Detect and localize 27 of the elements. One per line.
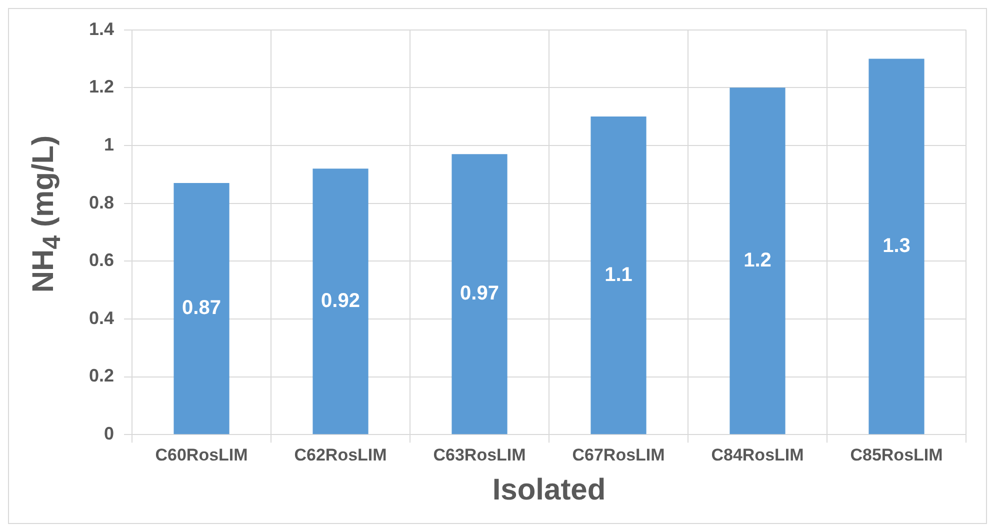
- data-label: 1.2: [744, 249, 772, 272]
- bar: [868, 58, 924, 434]
- x-tick-label: C84RosLIM: [711, 445, 804, 464]
- bar: [174, 183, 230, 434]
- x-tick-label: C85RosLIM: [850, 445, 943, 464]
- x-tick-label: C62RosLIM: [294, 445, 387, 464]
- x-tick-label: C67RosLIM: [572, 445, 665, 464]
- y-tick-label: 1.2: [88, 76, 114, 97]
- y-tick-label: 1: [104, 134, 114, 154]
- y-tick-label: 0.8: [88, 192, 114, 212]
- y-tick-label: 0.4: [88, 308, 114, 328]
- bar: [312, 168, 368, 434]
- data-label: 0.97: [460, 282, 499, 305]
- data-label: 0.92: [321, 290, 360, 312]
- bar: [452, 154, 508, 434]
- bar: [730, 88, 786, 434]
- y-tick-label: 0.2: [88, 366, 114, 386]
- x-tick-label: C60RosLIM: [155, 445, 248, 464]
- bar: [590, 116, 646, 434]
- data-label: 1.1: [604, 264, 632, 286]
- data-label: 0.87: [182, 297, 221, 320]
- y-tick-label: 0: [104, 424, 114, 444]
- x-axis-title: Isolated: [492, 473, 606, 506]
- y-tick-label: 0.6: [88, 250, 114, 270]
- x-tick-label: C63RosLIM: [433, 445, 526, 464]
- y-tick-label: 1.4: [88, 18, 114, 39]
- data-label: 1.3: [882, 234, 910, 257]
